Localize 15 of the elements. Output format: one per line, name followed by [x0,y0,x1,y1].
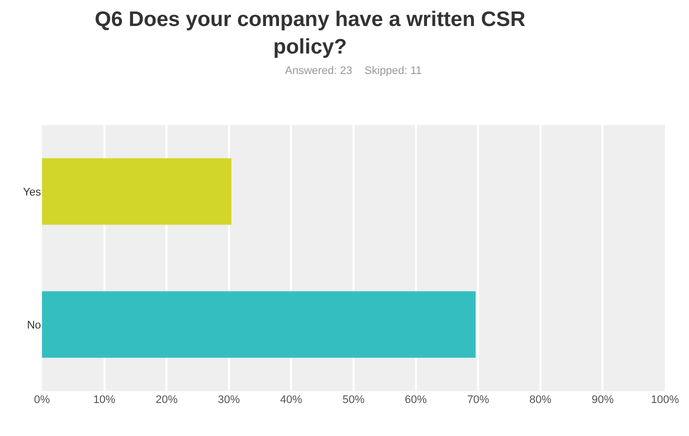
x-tick-label: 0% [34,394,50,406]
x-tick-label: 70% [467,394,490,406]
x-tick-label: 20% [156,394,178,406]
x-tick-label: 10% [93,394,116,406]
y-tick-label: No [26,319,41,332]
x-tick-label: 50% [342,394,365,406]
chart-subtitle: Answered: 23 Skipped: 11 [285,65,422,77]
x-tick-label: 80% [529,394,552,406]
x-tick-label: 60% [404,394,428,406]
x-tick-label: 30% [218,394,240,406]
x-tick-label: 40% [280,394,302,406]
x-tick-label: 100% [650,394,680,406]
y-tick-label: Yes [23,186,42,198]
x-tick-label: 90% [592,394,614,406]
chart-title: Q6 Does your company have a written CSR policy? [94,8,526,58]
